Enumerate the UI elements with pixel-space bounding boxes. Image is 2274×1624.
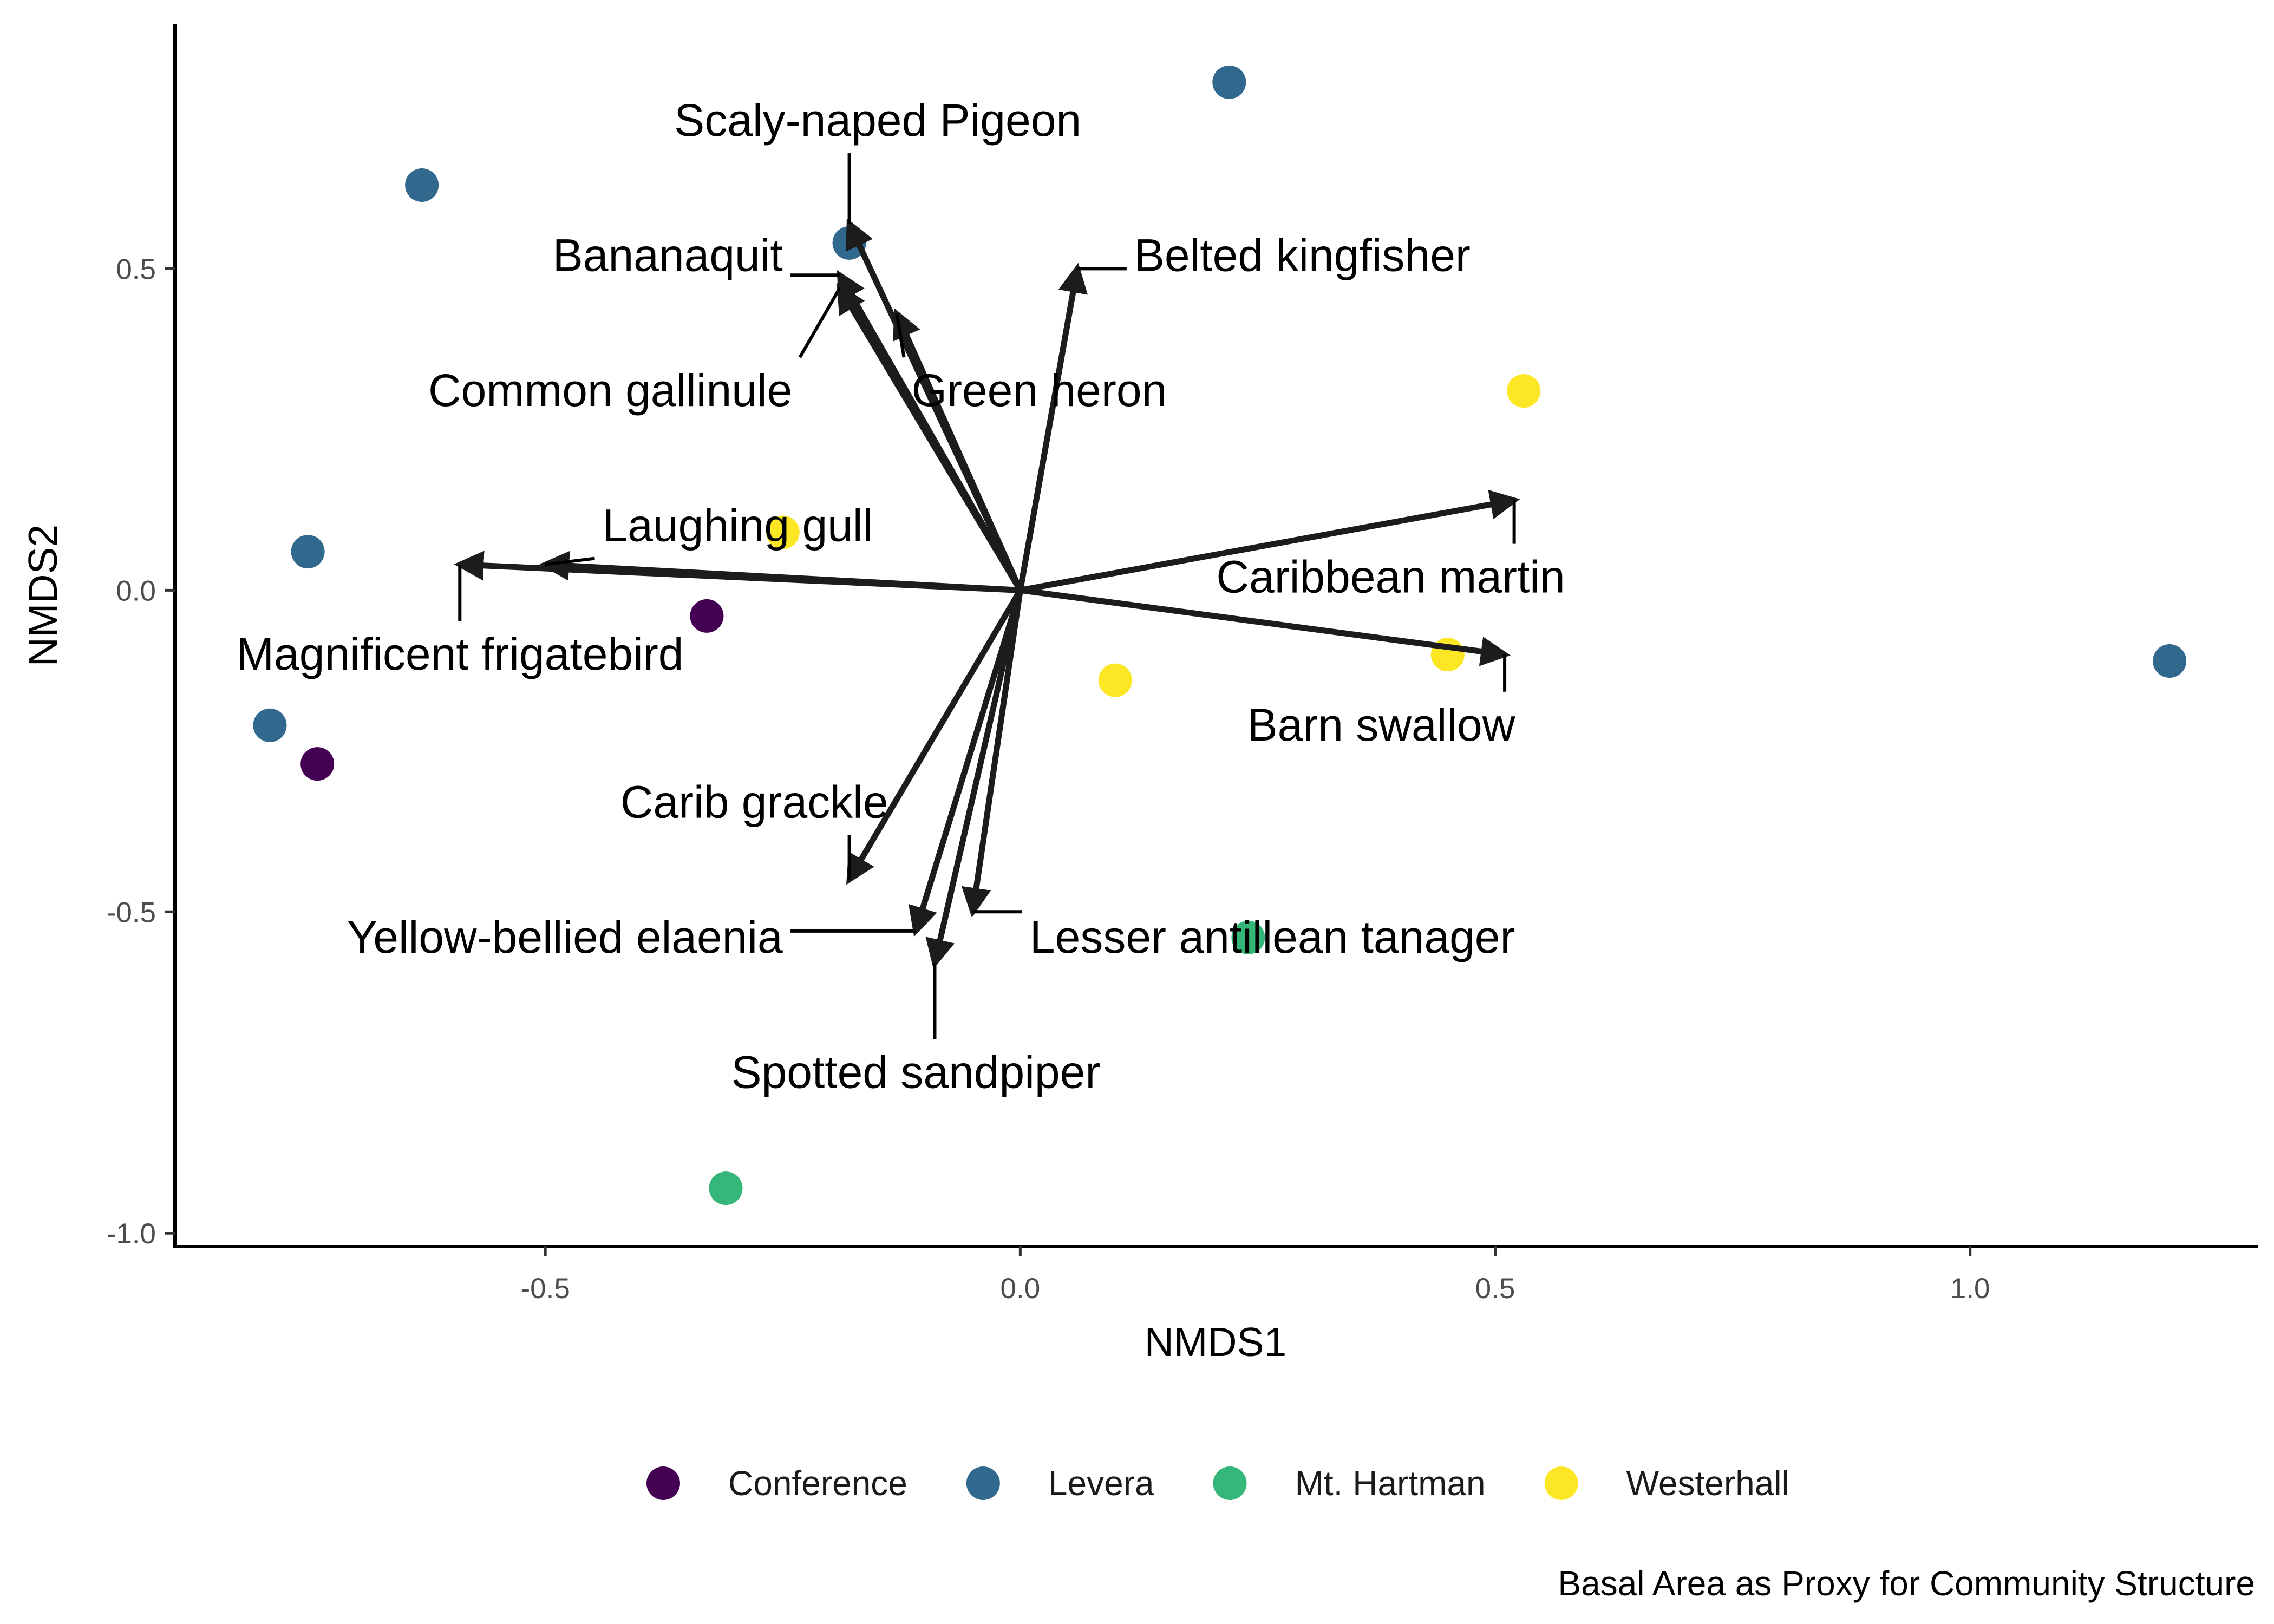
legend-label: Conference	[728, 1464, 907, 1503]
x-axis-title: NMDS1	[1145, 1319, 1287, 1365]
legend-label: Westerhall	[1626, 1464, 1789, 1503]
legend-label: Levera	[1048, 1464, 1154, 1503]
data-point	[1507, 374, 1541, 408]
legend-swatch	[966, 1466, 1000, 1500]
y-axis-title: NMDS2	[20, 525, 66, 667]
chart-caption: Basal Area as Proxy for Community Struct…	[1558, 1564, 2255, 1603]
x-tick-label: 0.0	[1001, 1273, 1041, 1305]
legend-label: Mt. Hartman	[1295, 1464, 1486, 1503]
legend: Conference Levera Mt. Hartman Westerhall	[646, 1464, 1789, 1503]
label-leader-line	[798, 287, 841, 358]
species-vector	[846, 588, 1023, 885]
data-point	[766, 515, 800, 549]
species-vector	[925, 590, 1023, 970]
data-point	[1098, 663, 1132, 697]
species-vector	[1020, 587, 1511, 666]
y-tick-label: 0.0	[116, 575, 156, 607]
y-ticks: -1.0 -0.5 0.0 0.5	[107, 253, 175, 1250]
vector-label: Lesser antillean tanager	[1030, 912, 1515, 962]
species-vector	[1017, 263, 1088, 591]
data-point	[1212, 65, 1246, 99]
plot-area: Scaly-naped Pigeon Bananaquit Belted kingf…	[236, 65, 2187, 1206]
data-point	[709, 1171, 743, 1206]
vectors-layer	[454, 218, 1520, 970]
data-point	[1231, 920, 1265, 954]
vector-label: Green heron	[912, 365, 1167, 416]
axes: -0.5 0.0 0.5 1.0 -1.0 -0.5 0.0 0.5	[107, 24, 2258, 1305]
vector-label: Spotted sandpiper	[731, 1046, 1100, 1097]
vector-label: Barn swallow	[1247, 699, 1515, 750]
vector-label: Caribbean martin	[1216, 552, 1565, 603]
species-vector	[837, 283, 1023, 592]
species-vector	[893, 308, 1023, 592]
species-vector	[961, 590, 1023, 918]
vector-label: Common gallinule	[428, 365, 792, 416]
vector-label: Belted kingfisher	[1134, 230, 1471, 281]
species-vector	[1020, 489, 1520, 593]
label-leader-line	[895, 313, 906, 358]
vector-label: Laughing gull	[602, 500, 873, 551]
data-point	[2153, 644, 2187, 678]
vector-label: Bananaquit	[553, 230, 783, 281]
x-tick-label: -0.5	[521, 1273, 570, 1305]
data-point	[291, 535, 325, 569]
vector-label: Carib grackle	[620, 776, 888, 827]
species-vector	[454, 551, 1021, 593]
legend-swatch	[1544, 1466, 1578, 1500]
vector-label: Yellow-bellied elaenia	[347, 912, 783, 962]
vector-labels-layer: Scaly-naped Pigeon Bananaquit Belted kingf…	[236, 95, 1565, 1097]
legend-swatch	[646, 1466, 680, 1500]
vector-label: Scaly-naped Pigeon	[674, 95, 1081, 146]
y-tick-label: -1.0	[107, 1218, 156, 1250]
legend-swatch	[1213, 1466, 1247, 1500]
x-tick-label: 0.5	[1475, 1273, 1515, 1305]
x-ticks: -0.5 0.0 0.5 1.0	[521, 1246, 1990, 1305]
points-layer	[253, 65, 2187, 1206]
data-point	[300, 747, 335, 781]
y-tick-label: 0.5	[116, 253, 156, 285]
vector-label: Magnificent frigatebird	[236, 628, 683, 679]
data-point	[253, 708, 287, 742]
y-tick-label: -0.5	[107, 896, 156, 928]
x-tick-label: 1.0	[1950, 1273, 1990, 1305]
data-point	[405, 168, 439, 202]
label-leader-line	[545, 556, 595, 566]
data-point	[690, 599, 724, 633]
species-vector	[908, 589, 1023, 937]
